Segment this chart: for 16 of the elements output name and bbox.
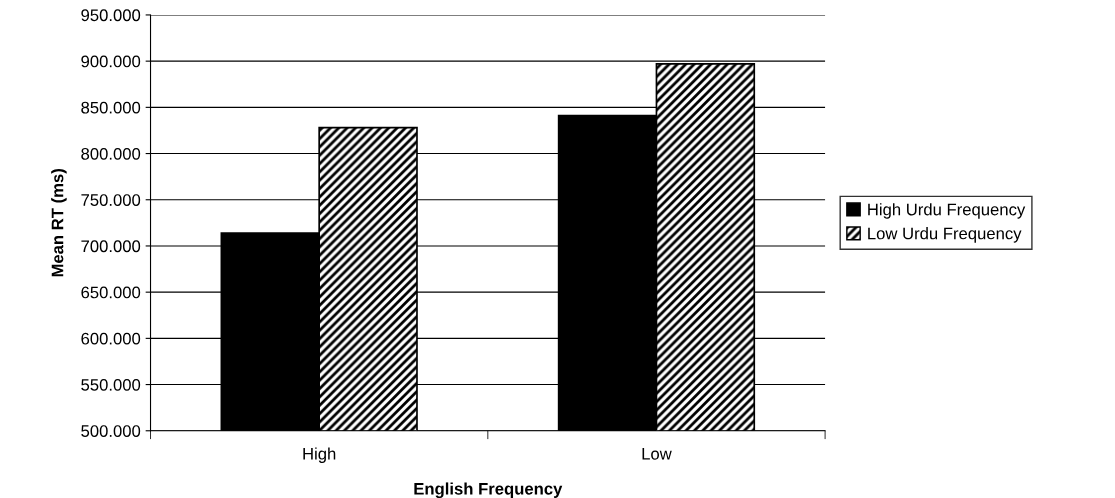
y-axis-title: Mean RT (ms) xyxy=(51,169,67,277)
x-tick-label: Low xyxy=(642,448,672,460)
y-tick-label: 750.000 xyxy=(81,194,141,206)
x-tick-label: High xyxy=(303,447,336,463)
y-tick-label: 850.000 xyxy=(81,101,141,114)
legend-label: Low Urdu Frequency xyxy=(868,227,1022,243)
y-tick-label: 600.000 xyxy=(81,332,141,345)
y-tick-label: 650.000 xyxy=(81,286,141,299)
y-tick-label: 500.000 xyxy=(81,425,141,437)
y-tick-label: 950.000 xyxy=(81,9,141,22)
y-tick-label: 700.000 xyxy=(81,240,141,253)
y-tick-label: 900.000 xyxy=(81,55,141,68)
legend-label: High Urdu Frequency xyxy=(868,203,1026,219)
y-tick-label: 800.000 xyxy=(81,147,141,160)
x-axis-title: English Frequency xyxy=(414,482,563,498)
y-tick-label: 550.000 xyxy=(81,378,141,391)
